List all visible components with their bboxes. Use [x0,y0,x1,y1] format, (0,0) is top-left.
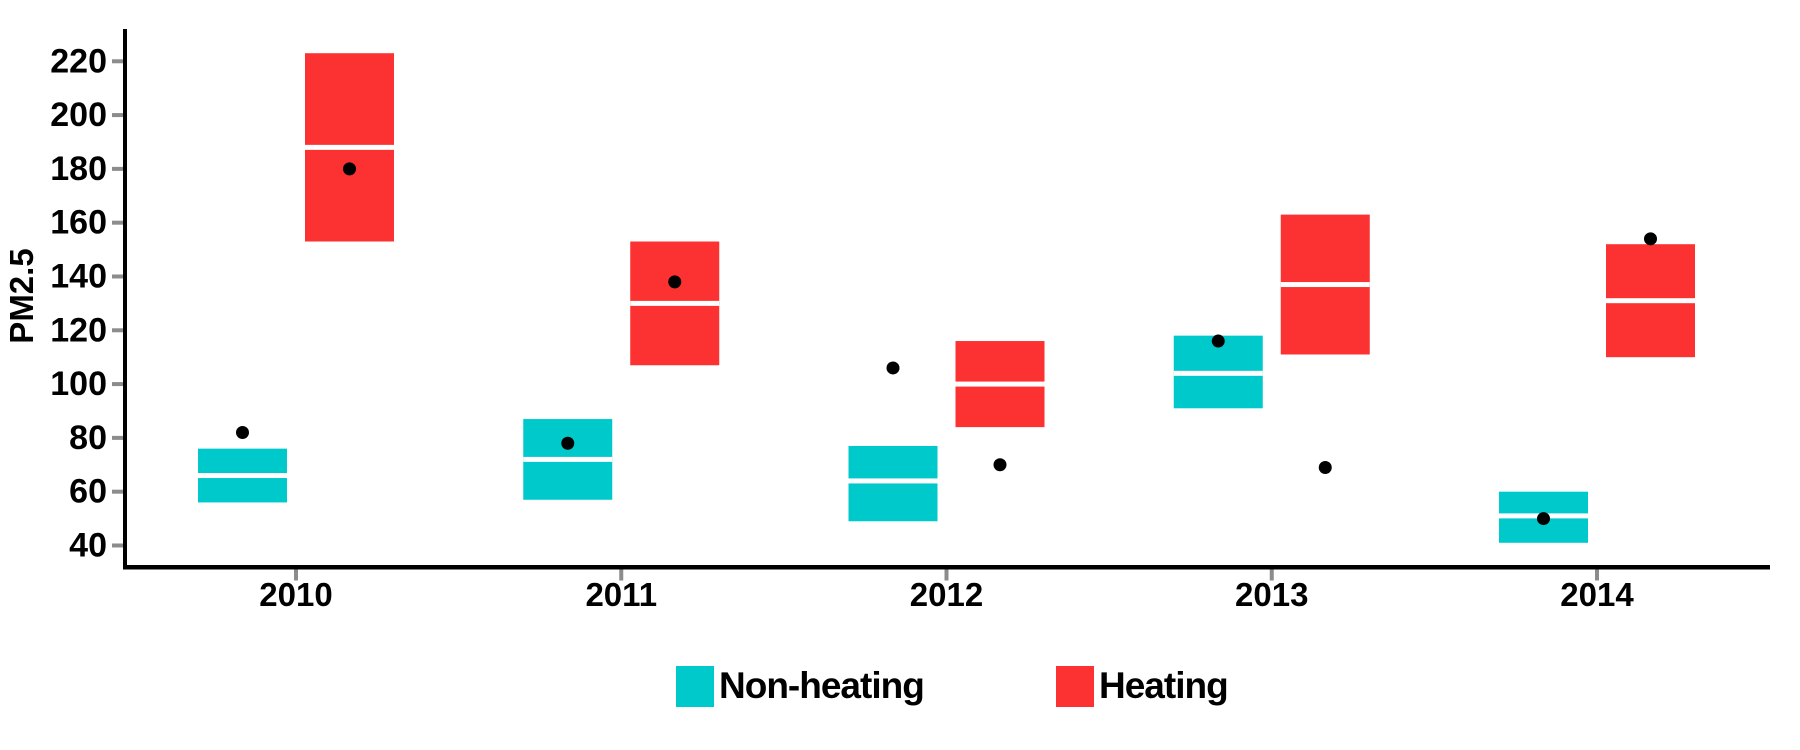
point-non-heating-2010 [236,426,249,439]
point-heating-2010 [343,162,356,176]
y-tick-mark [112,489,123,494]
y-tick-mark [112,220,123,225]
y-tick-mark [112,543,123,548]
x-tick-label-2014: 2014 [1560,576,1634,613]
point-non-heating-2011 [561,436,575,450]
x-tick-mark [294,569,298,581]
midline-non-heating-2011 [523,456,613,462]
y-tick-label: 140 [50,257,107,295]
y-tick-label: 60 [69,473,107,511]
x-tick-mark [1595,569,1599,581]
point-heating-2011 [668,275,682,289]
point-heating-2014 [1644,232,1657,246]
y-axis-title: PM2.5 [3,248,40,343]
midline-non-heating-2010 [198,473,287,479]
x-tick-label-2011: 2011 [585,576,657,613]
y-tick-mark [112,328,123,333]
y-tick-label: 80 [69,419,107,457]
y-tick-label: 220 [50,42,107,80]
midline-heating-2010 [305,144,394,150]
point-heating-2013 [1318,460,1332,474]
x-axis-line [123,565,1770,570]
y-tick-label: 120 [50,311,107,349]
crossbar-non-heating-2012 [848,445,938,522]
y-tick-mark [112,113,123,118]
y-tick-mark [112,382,123,387]
y-tick-mark [112,435,123,440]
y-tick-label: 100 [50,365,107,403]
point-non-heating-2014 [1537,512,1550,526]
y-tick-label: 160 [50,204,107,242]
midline-heating-2011 [630,300,720,306]
x-tick-label-2010: 2010 [259,576,332,613]
x-tick-label-2012: 2012 [910,576,983,613]
point-heating-2012 [993,458,1007,472]
point-non-heating-2012 [886,361,900,375]
midline-heating-2013 [1280,282,1370,288]
y-tick-mark [112,274,123,279]
y-tick-mark [112,59,123,64]
midline-heating-2012 [955,381,1045,387]
midline-non-heating-2012 [848,478,938,484]
x-tick-mark [944,569,949,581]
x-tick-label-2013: 2013 [1235,576,1308,613]
y-tick-mark [112,166,123,171]
y-tick-label: 40 [69,526,107,564]
x-tick-mark [1269,569,1274,581]
midline-non-heating-2013 [1173,370,1263,376]
y-tick-label: 180 [50,150,107,188]
midline-heating-2014 [1606,298,1695,304]
y-axis-line [123,29,127,570]
x-tick-mark [619,569,624,581]
y-tick-label: 200 [50,96,107,134]
point-non-heating-2013 [1211,334,1225,348]
